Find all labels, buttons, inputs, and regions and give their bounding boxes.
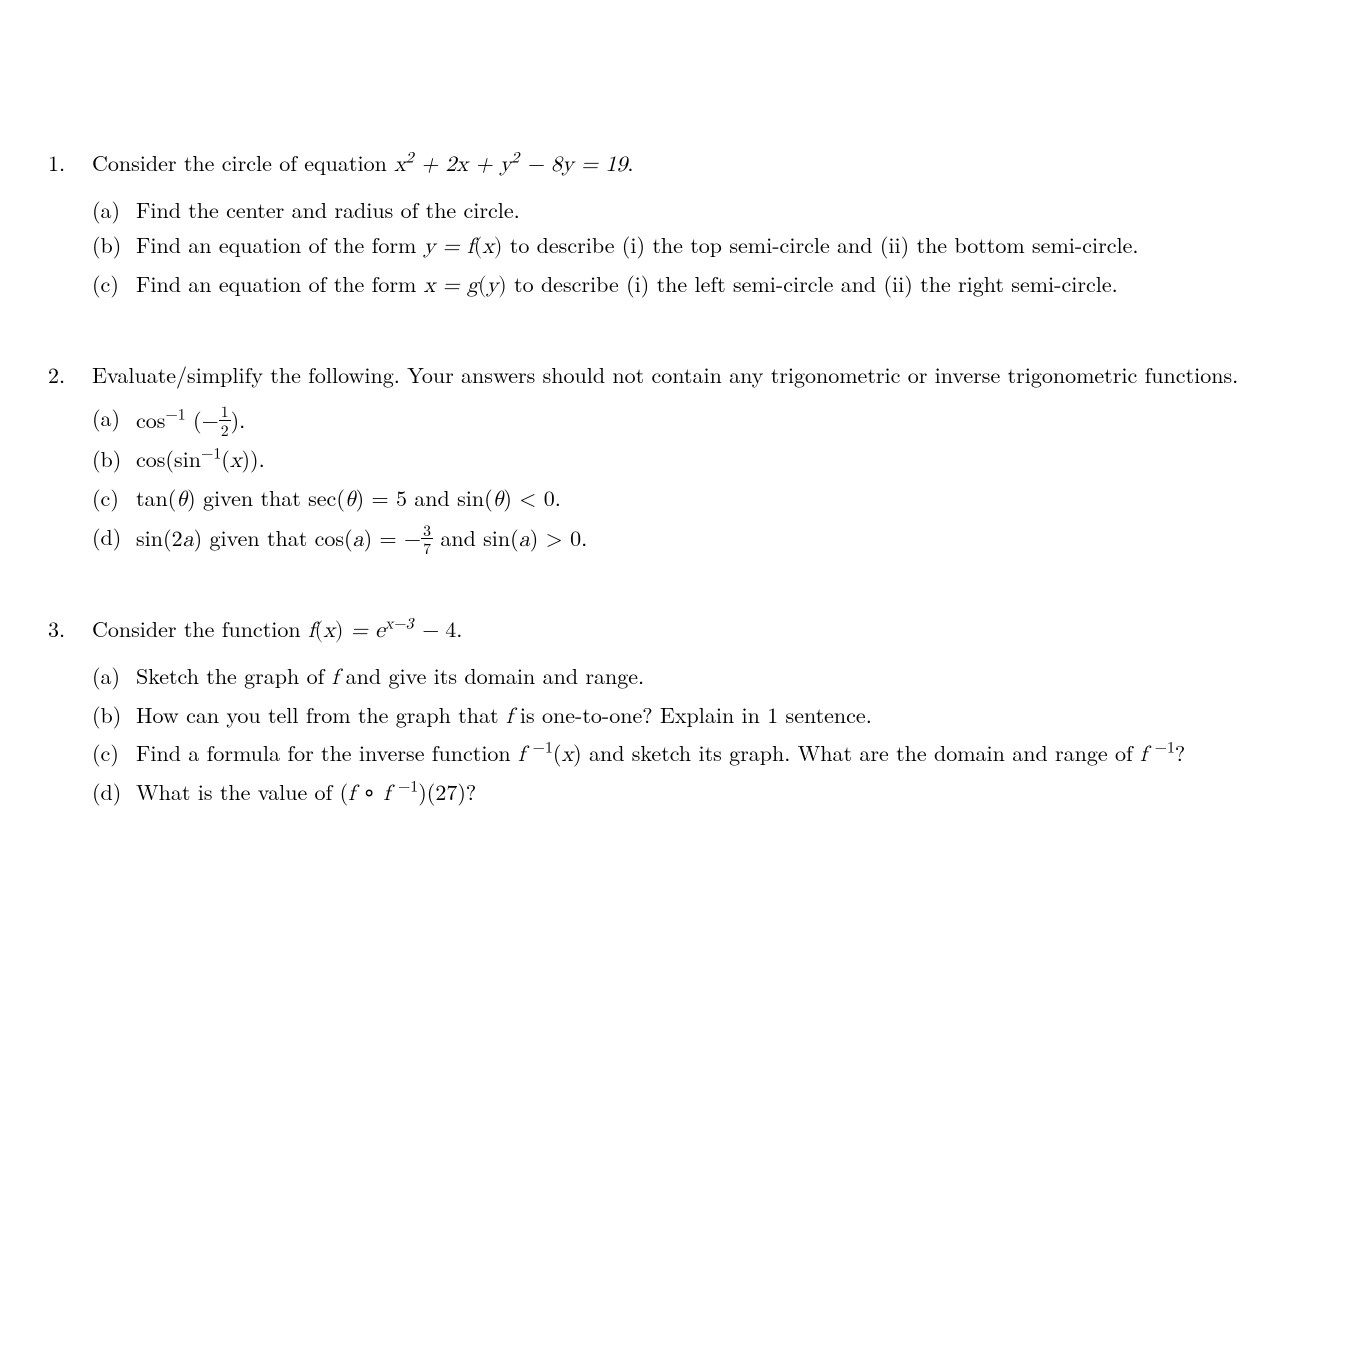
part-item: (a) Sketch the graph of f and give its do…: [92, 661, 1305, 694]
part-text: tan(θ) given that sec(θ) = 5 and sin(θ) …: [136, 482, 561, 513]
problem-number: 1.: [48, 148, 65, 178]
part-letter: (a): [92, 403, 120, 433]
part-item: (c) Find an equation of the form x = g(y)…: [92, 269, 1305, 302]
part-letter: (d): [92, 777, 121, 807]
part-text: cos−1 (−12).: [136, 404, 245, 435]
problem-list: 1. Consider the circle of equation x2 + 2…: [40, 148, 1305, 810]
problem-intro: Consider the function f(x) = ex−3 − 4.: [92, 614, 1305, 647]
part-item: (c) Find a formula for the inverse functi…: [92, 738, 1305, 771]
intro-text: .: [627, 147, 633, 178]
part-letter: (c): [92, 269, 119, 299]
document-page: 1. Consider the circle of equation x2 + 2…: [0, 0, 1345, 908]
part-letter: (b): [92, 230, 121, 260]
parts-list: (a) Sketch the graph of f and give its do…: [92, 661, 1305, 810]
parts-list: (a) cos−1 (−12). (b) cos(sin−1(x)). (c) tan(θ…: [92, 403, 1305, 556]
problem-number: 2.: [48, 360, 65, 390]
part-text: Find a formula for the inverse function …: [136, 737, 1185, 768]
part-item: (a) cos−1 (−12).: [92, 403, 1305, 438]
part-item: (d) What is the value of (f ∘ f −1)(27)?: [92, 777, 1305, 810]
part-item: (c) tan(θ) given that sec(θ) = 5 and sin(…: [92, 483, 1305, 516]
problem-item: 3. Consider the function f(x) = ex−3 − 4.…: [40, 614, 1305, 809]
part-letter: (c): [92, 738, 119, 768]
part-item: (a) Find the center and radius of the cir…: [92, 195, 1305, 225]
part-text: Find the center and radius of the circle…: [136, 194, 520, 225]
part-item: (b) cos(sin−1(x)).: [92, 444, 1305, 477]
part-text: Find an equation of the form y = f(x) to…: [136, 229, 1139, 260]
part-letter: (a): [92, 195, 120, 225]
part-item: (b) Find an equation of the form y = f(x)…: [92, 230, 1305, 263]
part-letter: (d): [92, 522, 121, 552]
part-text: cos(sin−1(x)).: [136, 443, 265, 474]
problem-item: 1. Consider the circle of equation x2 + 2…: [40, 148, 1305, 302]
intro-math: x2 + 2x + y2 − 8y = 19: [394, 154, 627, 176]
intro-math: f(x) = ex−3 − 4: [308, 620, 456, 642]
part-text: sin(2a) given that cos(a) = −37 and sin(…: [136, 522, 587, 553]
part-text: How can you tell from the graph that f i…: [136, 699, 872, 730]
problem-item: 2. Evaluate/simplify the following. Your …: [40, 360, 1305, 556]
part-text: Sketch the graph of f and give its domai…: [136, 660, 644, 691]
intro-text: Consider the function: [92, 613, 308, 644]
part-letter: (b): [92, 444, 121, 474]
part-letter: (b): [92, 700, 121, 730]
problem-intro: Consider the circle of equation x2 + 2x …: [92, 148, 1305, 181]
problem-intro: Evaluate/simplify the following. Your an…: [92, 360, 1305, 390]
part-text: Find an equation of the form x = g(y) to…: [136, 268, 1118, 299]
intro-text: .: [456, 613, 462, 644]
part-letter: (a): [92, 661, 120, 691]
problem-number: 3.: [48, 614, 65, 644]
intro-text: Evaluate/simplify the following. Your an…: [92, 359, 1238, 390]
part-letter: (c): [92, 483, 119, 513]
part-text: What is the value of (f ∘ f −1)(27)?: [136, 776, 476, 807]
part-item: (d) sin(2a) given that cos(a) = −37 and s…: [92, 522, 1305, 557]
part-item: (b) How can you tell from the graph that …: [92, 700, 1305, 733]
parts-list: (a) Find the center and radius of the cir…: [92, 195, 1305, 302]
intro-text: Consider the circle of equation: [92, 147, 394, 178]
